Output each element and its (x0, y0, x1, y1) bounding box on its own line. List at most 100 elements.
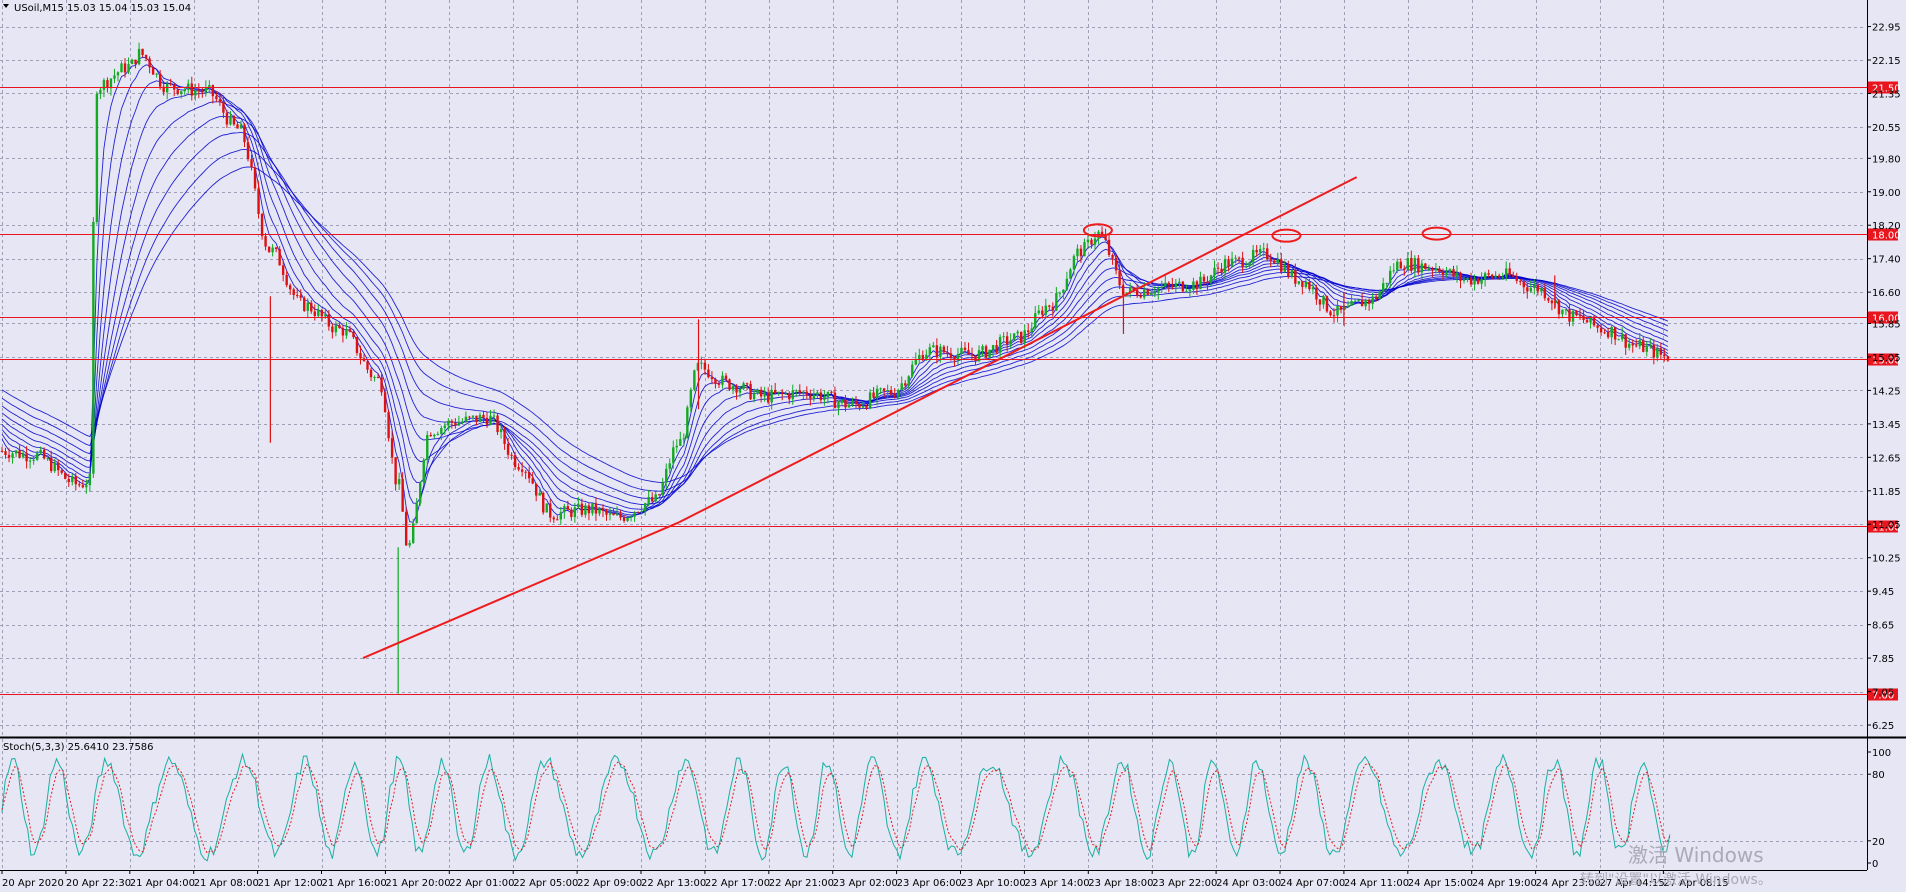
candle-body (1547, 298, 1550, 301)
candle-body (1459, 272, 1462, 281)
candle-body (538, 492, 541, 496)
candle-body (665, 468, 668, 483)
price-tick-label: 7.85 (1872, 654, 1894, 665)
candle-body (1146, 289, 1149, 295)
candle-body (127, 64, 130, 73)
candle-body (303, 297, 306, 311)
candle-body (939, 346, 942, 357)
price-tick-label: 10.25 (1872, 554, 1901, 565)
candle-body (1248, 262, 1251, 267)
candle-body (745, 383, 749, 385)
candle-body (499, 429, 503, 433)
time-tick-label: 22 Apr 13:00 (641, 878, 706, 889)
candle-body (868, 392, 872, 408)
time-tick-label: 21 Apr 20:00 (385, 878, 450, 889)
candle-body (805, 391, 809, 396)
candle-body (1494, 275, 1497, 278)
candle-body (826, 391, 830, 398)
candle-body (102, 80, 106, 90)
candle-body (281, 265, 285, 275)
candle-body (781, 391, 784, 394)
candle-body (1188, 289, 1192, 292)
candle-body (896, 390, 900, 397)
candle-body (1406, 258, 1409, 270)
candle-body (201, 91, 204, 93)
candle-body (1466, 277, 1469, 280)
candle-body (686, 407, 689, 439)
candle-body (359, 353, 362, 359)
watermark-settings: 转到"设置"以激活 Windows。 (1580, 871, 1772, 888)
candle-body (327, 314, 331, 327)
candle-body (988, 349, 991, 358)
candle-body (134, 59, 137, 65)
candle-body (1199, 276, 1202, 290)
candle-body (1157, 287, 1160, 293)
candle-body (1055, 293, 1058, 311)
level-label: 21.50 (1872, 84, 1901, 95)
candle-body (373, 377, 376, 379)
candle-body (559, 512, 563, 520)
candle-body (998, 337, 1002, 353)
candle-body (1058, 292, 1062, 294)
candle-body (387, 412, 390, 439)
candle-body (1659, 348, 1663, 355)
candle-body (348, 329, 352, 332)
stochastic-lines (1, 752, 1671, 862)
candle-body (1230, 258, 1234, 267)
ellipse-marks[interactable] (1082, 223, 1452, 243)
candle-body (14, 450, 18, 454)
candle-body (1438, 268, 1441, 273)
candle-body (963, 347, 967, 350)
candle-body (935, 345, 939, 357)
candle-body (57, 462, 60, 471)
candle-body (749, 383, 752, 400)
candle-body (1578, 315, 1582, 317)
candle-body (584, 505, 587, 515)
candle-body (991, 345, 995, 350)
collapse-arrow-icon[interactable] (3, 4, 9, 8)
candle-body (1301, 281, 1304, 288)
candle-body (1097, 231, 1100, 239)
moving-average-line (1, 166, 1669, 483)
stochastic-panel[interactable]: 100 80 20 0 Stoch(5,3,3) 25.6410 23.7586 (0, 739, 1891, 870)
candle-body (1107, 239, 1111, 255)
ellipse-mark (1082, 223, 1113, 238)
trendlines[interactable] (362, 176, 1358, 660)
horizontal-levels[interactable]: 21.50 18.00 16.00 15.00 11.00 7.00 (0, 81, 1901, 702)
candle-body (218, 99, 222, 103)
level-label: 18.00 (1872, 231, 1901, 242)
candle-body (889, 390, 893, 395)
candle-body (1174, 283, 1178, 288)
candle-body (1336, 305, 1339, 316)
candle-body (313, 311, 316, 316)
candle-body (113, 75, 116, 79)
candle-body (1410, 258, 1413, 271)
candle-body (1434, 268, 1438, 271)
candle-body (770, 389, 773, 403)
candle-body (847, 405, 851, 408)
candle-body (865, 406, 868, 408)
candle-body (608, 513, 612, 515)
price-panel[interactable]: 21.50 18.00 16.00 15.00 11.00 7.00 22.95 22.15… (0, 0, 1901, 736)
candle-body (464, 416, 468, 422)
candle-body (1083, 242, 1086, 257)
candle-body (612, 513, 615, 516)
stochastic-tick-label: 80 (1872, 770, 1885, 781)
candle-body (496, 415, 499, 433)
candle-body (366, 361, 369, 370)
candle-body (1111, 254, 1114, 258)
candle-body (900, 383, 903, 391)
candle-body (394, 457, 397, 485)
candle-body (250, 159, 253, 168)
candle-body (1276, 259, 1279, 264)
candle-body (542, 492, 545, 513)
candle-body (64, 472, 67, 479)
time-tick-label: 23 Apr 10:00 (961, 878, 1026, 889)
candle-body (520, 469, 524, 472)
candle-body (404, 511, 408, 546)
candle-body (721, 375, 724, 385)
candle-body (932, 345, 935, 348)
candle-body (1220, 268, 1223, 273)
candle-body (798, 390, 801, 393)
